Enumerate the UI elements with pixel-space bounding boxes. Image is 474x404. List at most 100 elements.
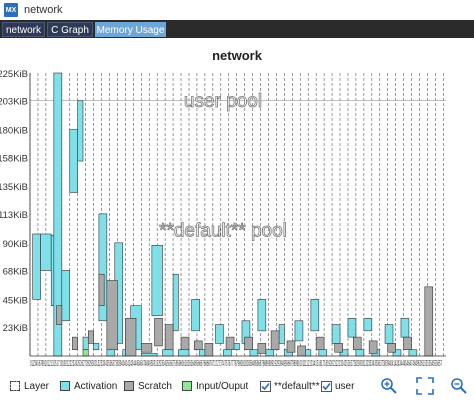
y-tick-label: 135KiB (0, 182, 28, 193)
activation-block (400, 317, 410, 338)
activation-block (40, 233, 52, 271)
scratch-block (56, 305, 63, 325)
checkbox-checked-icon (321, 380, 332, 392)
scratch-block (244, 336, 253, 351)
legend-label: user (335, 380, 355, 392)
window-titlebar: MX network (0, 0, 474, 20)
activation-block (151, 245, 163, 317)
scratch-block (352, 336, 362, 351)
scratch-block (72, 336, 78, 351)
tab-memory-usage[interactable]: Memory Usage (95, 22, 166, 37)
activation-block (363, 317, 373, 332)
scratch-block (87, 330, 94, 344)
legend-default-checkbox[interactable]: **default** (260, 380, 320, 392)
x-tick-labels: 0123456789101213151718192122232425262728… (30, 358, 442, 368)
activation-block (32, 233, 41, 300)
scratch-block (225, 336, 235, 351)
activation-block (106, 349, 116, 357)
scratch-block (286, 340, 296, 353)
legend-activation[interactable]: Activation (60, 380, 117, 392)
tab-network[interactable]: network (2, 22, 45, 37)
legend-scratch[interactable]: Scratch (124, 380, 172, 392)
activation-block (408, 349, 418, 357)
legend-swatch (10, 381, 20, 391)
legend-swatch (124, 381, 134, 391)
activation-block (318, 349, 328, 357)
magnifier-minus-icon[interactable] (450, 377, 468, 395)
activation-block (93, 343, 100, 351)
magnifier-plus-icon[interactable] (380, 377, 398, 395)
activation-block (61, 270, 71, 322)
activation-block (331, 324, 341, 344)
pool-label: user pool (184, 91, 262, 112)
legend-layer[interactable]: Layer (10, 380, 49, 392)
scratch-block (125, 317, 137, 357)
activation-block (278, 324, 285, 344)
scratch-block (204, 343, 214, 357)
activation-block (257, 299, 267, 332)
y-tick-label: 113KiB (0, 210, 28, 221)
tab-c-graph[interactable]: C Graph (47, 22, 93, 37)
scratch-block (164, 324, 174, 351)
chart-title: network (212, 48, 263, 63)
scratch-block (334, 343, 343, 353)
activation-block (249, 349, 259, 357)
activation-block (172, 273, 179, 332)
activation-block (77, 100, 84, 162)
legend-input-output[interactable]: Input/Ouput (182, 380, 248, 392)
activation-block (347, 317, 357, 338)
scratch-block (403, 336, 412, 351)
scratch-block (368, 340, 378, 354)
scratch-block (98, 273, 105, 306)
y-tick-label: 225KiB (0, 69, 28, 80)
y-tick-label: 90KiB (3, 239, 28, 250)
scratch-block (315, 336, 325, 351)
checkbox-checked-icon (260, 380, 271, 392)
scratch-block (140, 343, 153, 353)
y-tick-label: 68KiB (3, 266, 28, 277)
activation-block (178, 349, 190, 357)
activation-block (223, 349, 232, 357)
scratch-block (106, 280, 118, 351)
activation-block (355, 349, 365, 357)
legend-user-checkbox[interactable]: user (321, 380, 354, 392)
legend-label: **default** (274, 380, 320, 392)
legend-label: Layer (24, 380, 50, 392)
activation-block (82, 336, 89, 351)
legend-swatch (182, 381, 192, 391)
y-tick-label: 45KiB (3, 295, 28, 306)
legend-label: Scratch (138, 380, 172, 392)
window-title: network (24, 4, 63, 16)
layer-grid (29, 73, 446, 356)
tab-bar: network C Graph Memory Usage (0, 20, 474, 38)
y-tick-label: 203KiB (0, 97, 28, 108)
activation-block (191, 299, 200, 332)
x-axis: 0123456789101213151718192122232425262728… (30, 355, 446, 368)
input-ouput-block (82, 349, 89, 357)
pool-label: **default** pool (159, 221, 287, 242)
y-tick-label: 23KiB (3, 323, 28, 334)
y-axis: 225KiB 203KiB 180KiB 158KiB 135KiB 113KiB 90Ki… (0, 69, 31, 356)
activation-block (265, 349, 275, 357)
scratch-block (193, 340, 203, 351)
expand-corners-icon[interactable] (416, 377, 434, 395)
memory-usage-chart: network user pool **default** pool 225KiB… (0, 48, 446, 368)
legend-label: Activation (74, 380, 118, 392)
activation-block (294, 320, 304, 342)
activation-block (162, 349, 174, 357)
scratch-block (154, 317, 163, 347)
activation-block (69, 129, 78, 193)
activation-block (310, 299, 320, 332)
legend-swatch (60, 381, 70, 391)
y-tick-label: 180KiB (0, 126, 28, 137)
scratch-block (424, 286, 434, 357)
activation-block (384, 324, 394, 344)
scratch-block (180, 336, 190, 351)
legend-bar: Layer Activation Scratch Input/Ouput **d… (0, 374, 474, 398)
scratch-block (297, 345, 306, 357)
pool-annotations: user pool **default** pool (159, 91, 288, 242)
memory-blocks (32, 72, 434, 357)
scratch-block (257, 343, 267, 354)
activation-block (215, 324, 224, 344)
y-tick-label: 158KiB (0, 153, 28, 164)
